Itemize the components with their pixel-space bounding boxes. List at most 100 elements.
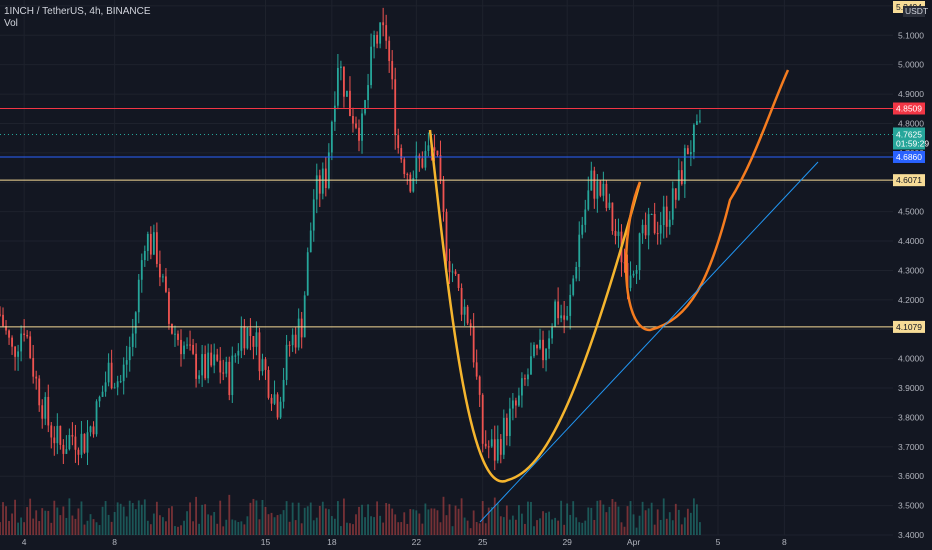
currency-tag[interactable]: [903, 6, 925, 17]
candle-body: [255, 332, 258, 347]
volume-bar: [168, 508, 170, 535]
candle-body: [318, 175, 321, 194]
candle-body: [183, 345, 185, 355]
volume-bar: [641, 501, 644, 535]
volume-bar: [433, 508, 436, 535]
volume-bar: [379, 515, 382, 535]
volume-bar: [699, 522, 701, 535]
time-axis[interactable]: 4 8 15 18 22 25 29 Apr 5 8: [22, 537, 787, 547]
candle-body: [457, 273, 460, 288]
candle-body: [192, 344, 194, 354]
yellow-cup-arc[interactable]: [428, 129, 642, 483]
candle-body: [23, 333, 26, 335]
candle-body: [635, 270, 638, 274]
volume-bar: [539, 518, 541, 535]
candle-body: [0, 314, 1, 316]
volume-bar: [484, 523, 487, 535]
volume-bar: [527, 501, 529, 535]
price-axis[interactable]: 3.4000 3.5000 3.6000 3.7000 3.8000 3.9000 4.00…: [893, 0, 932, 550]
candle-body: [367, 85, 369, 101]
level-tag: [893, 320, 925, 333]
volume-bar: [327, 509, 330, 535]
candle-body: [180, 339, 182, 355]
volume-bar: [373, 517, 375, 535]
volume-bar: [511, 515, 514, 535]
volume-bar: [343, 498, 345, 535]
volume-bar: [430, 508, 433, 535]
candle-body: [548, 338, 550, 349]
horizontal-levels[interactable]: [0, 0, 893, 328]
volume-bar: [623, 526, 626, 535]
volume-bar: [180, 525, 182, 535]
candle-body: [361, 113, 363, 141]
volume-bar: [644, 510, 647, 535]
candle-body: [665, 206, 668, 227]
volume-bar: [336, 501, 339, 535]
orange-small-arc[interactable]: [624, 69, 790, 332]
candle-body: [536, 344, 538, 349]
volume-bar: [177, 526, 179, 535]
candle-body: [539, 339, 541, 349]
volume-bar: [143, 499, 146, 535]
candle-body: [527, 374, 529, 380]
volume-bar: [273, 517, 276, 535]
candle-body: [602, 183, 605, 196]
volume-bar: [683, 517, 686, 535]
candle-body: [252, 336, 255, 347]
candle-body: [270, 397, 273, 404]
volume-bar: [436, 510, 439, 535]
volume-bar: [324, 508, 327, 535]
candle-body: [62, 444, 65, 454]
candle-body: [524, 378, 526, 380]
candle-body: [249, 327, 252, 337]
candle-body: [282, 379, 285, 402]
blue-trendline[interactable]: [479, 161, 819, 523]
candle-body: [186, 344, 188, 346]
candle-body: [285, 344, 288, 380]
volume-bar: [364, 517, 366, 535]
volume-bar: [536, 520, 538, 535]
candle-body: [8, 330, 10, 338]
symbol-title: 1INCH / TetherUS, 4h, BINANCE: [4, 6, 151, 17]
candle-body: [542, 339, 544, 361]
volume-bar: [457, 508, 460, 535]
volume-bar: [65, 517, 68, 535]
volume-bar: [382, 522, 385, 535]
candle-body: [155, 232, 158, 264]
time-tick-label: 5: [716, 537, 721, 547]
candle-body: [632, 273, 635, 276]
candle-body: [195, 353, 198, 379]
volume-bar: [554, 517, 557, 535]
volume-bar: [77, 508, 80, 535]
level-tag: [893, 150, 925, 163]
price-tick-label: 3.6000: [898, 471, 924, 481]
candle-body: [400, 148, 403, 160]
volume-bar: [563, 524, 566, 535]
candle-body: [433, 147, 436, 151]
volume-bar: [219, 500, 222, 535]
candle-body: [258, 332, 261, 372]
volume-bar: [89, 514, 92, 535]
candle-body: [122, 364, 125, 382]
volume-bar: [29, 498, 32, 535]
chart-grid: [0, 0, 893, 536]
volume-bar: [44, 510, 47, 535]
volume-bar: [285, 501, 288, 535]
candle-body: [276, 394, 279, 418]
candle-body: [650, 214, 653, 216]
volume-bar: [95, 522, 98, 535]
volume-bar: [584, 520, 587, 535]
volume-bar: [240, 521, 243, 535]
price-tick-label: 4.0000: [898, 354, 924, 364]
candle-body: [152, 232, 155, 255]
candle-body: [460, 287, 463, 315]
time-tick-label: 22: [412, 537, 422, 547]
candle-body: [140, 260, 143, 280]
drawings[interactable]: [428, 69, 819, 523]
candle-body: [671, 188, 674, 220]
volume-bar: [346, 522, 348, 535]
volume-bar: [2, 502, 4, 535]
candle-body: [107, 362, 110, 383]
volume-bar: [367, 504, 369, 535]
